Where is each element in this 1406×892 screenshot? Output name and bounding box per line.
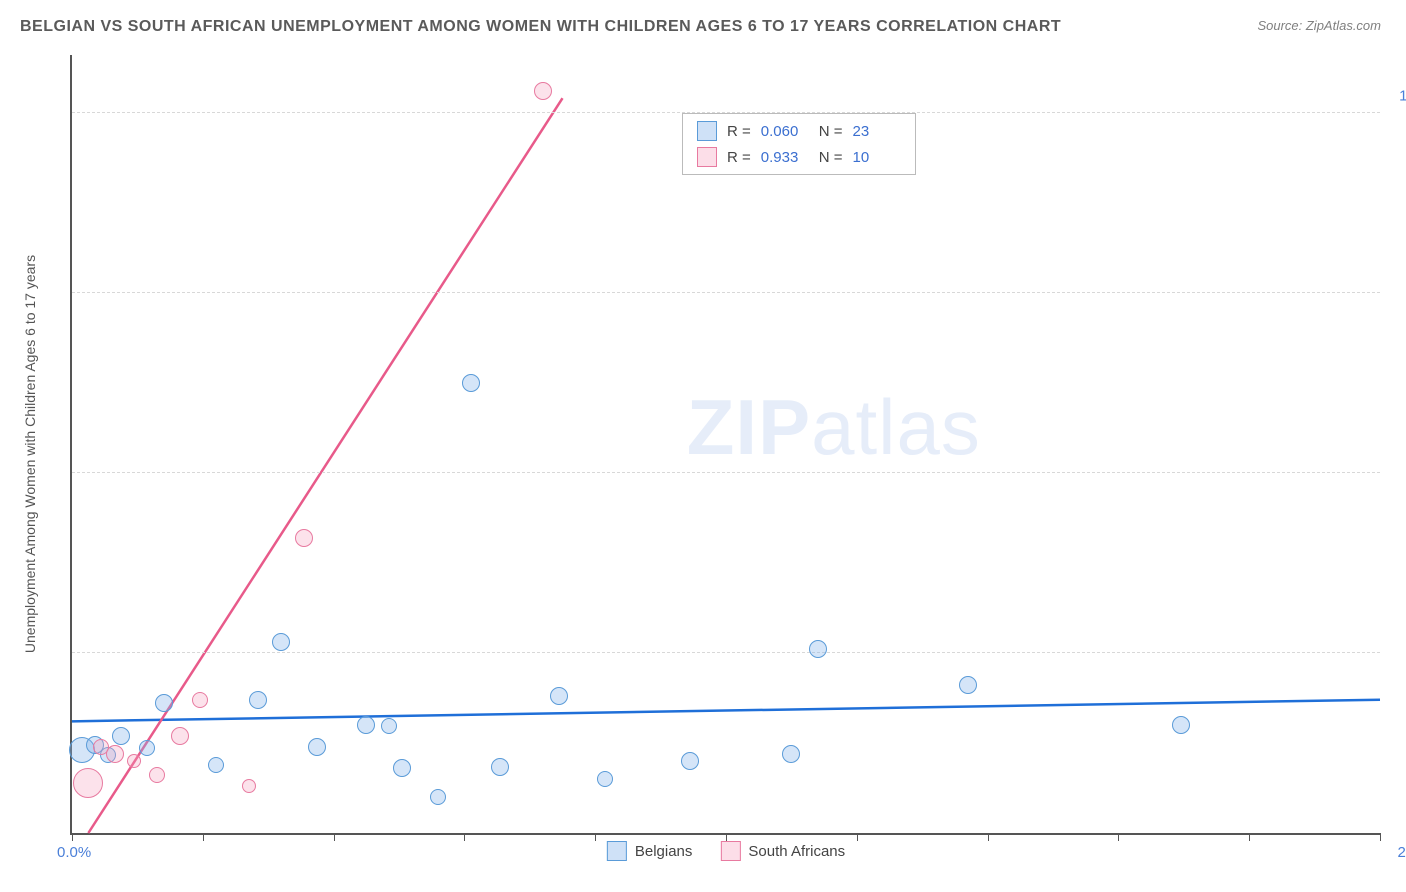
correlation-legend: R = 0.060 N = 23 R = 0.933 N = 10 [682,113,916,175]
source-attribution: Source: ZipAtlas.com [1257,18,1381,33]
scatter-point-belgians [430,789,446,805]
series-legend: Belgians South Africans [607,841,845,861]
gridline [72,112,1380,113]
scatter-point-south_africans [534,82,552,100]
watermark-light: atlas [811,383,981,471]
trend-line-south_africans [88,98,562,833]
scatter-point-belgians [809,640,827,658]
scatter-point-south_africans [73,768,103,798]
scatter-point-belgians [597,771,613,787]
n-value: 10 [853,149,901,166]
legend-item-belgians: Belgians [607,841,693,861]
scatter-point-south_africans [295,529,313,547]
r-label: R = [727,123,751,140]
scatter-point-south_africans [106,745,124,763]
n-label: N = [819,149,843,166]
gridline [72,292,1380,293]
r-value: 0.933 [761,149,809,166]
scatter-point-belgians [681,752,699,770]
scatter-point-south_africans [127,754,141,768]
scatter-point-belgians [357,716,375,734]
x-tick [203,833,204,841]
scatter-point-south_africans [149,767,165,783]
r-value: 0.060 [761,123,809,140]
scatter-point-belgians [208,757,224,773]
chart-title: BELGIAN VS SOUTH AFRICAN UNEMPLOYMENT AM… [20,18,1061,36]
watermark-bold: ZIP [687,383,811,471]
x-tick [595,833,596,841]
scatter-point-belgians [308,738,326,756]
x-tick [857,833,858,841]
scatter-point-belgians [155,694,173,712]
r-label: R = [727,149,751,166]
scatter-point-belgians [1172,716,1190,734]
scatter-point-belgians [381,718,397,734]
scatter-point-south_africans [192,692,208,708]
source-name: ZipAtlas.com [1306,18,1381,33]
x-tick [1249,833,1250,841]
x-tick [72,833,73,841]
x-tick [1380,833,1381,841]
legend-row-belgians: R = 0.060 N = 23 [683,118,915,144]
y-axis-title: Unemployment Among Women with Children A… [22,255,38,653]
scatter-point-south_africans [242,779,256,793]
x-tick [464,833,465,841]
scatter-point-belgians [139,740,155,756]
legend-item-south_africans: South Africans [720,841,845,861]
gridline [72,472,1380,473]
scatter-point-belgians [782,745,800,763]
legend-swatch [720,841,740,861]
plot-area: ZIPatlas R =0.060N =23R =0.933N =10 Belg… [70,55,1380,835]
x-tick [334,833,335,841]
x-tick [988,833,989,841]
legend-swatch [697,121,717,141]
gridline [72,652,1380,653]
x-tick-label: 20.0% [1397,844,1406,861]
y-tick-label: 50.0% [1390,447,1406,464]
x-tick [726,833,727,841]
scatter-point-belgians [462,374,480,392]
n-value: 23 [853,123,901,140]
x-tick [1118,833,1119,841]
scatter-point-belgians [249,691,267,709]
n-label: N = [819,123,843,140]
watermark: ZIPatlas [687,382,981,473]
legend-label: Belgians [635,843,693,860]
scatter-point-belgians [550,687,568,705]
scatter-point-belgians [393,759,411,777]
y-tick-label: 100.0% [1390,87,1406,104]
y-tick-label: 25.0% [1390,627,1406,644]
scatter-point-south_africans [171,727,189,745]
y-tick-label: 75.0% [1390,267,1406,284]
scatter-point-belgians [959,676,977,694]
x-tick-label: 0.0% [57,844,91,861]
legend-swatch [607,841,627,861]
legend-row-south_africans: R = 0.933 N = 10 [683,144,915,170]
legend-label: South Africans [748,843,845,860]
source-prefix: Source: [1257,18,1305,33]
scatter-point-belgians [491,758,509,776]
legend-swatch [697,147,717,167]
scatter-point-belgians [272,633,290,651]
scatter-point-belgians [112,727,130,745]
